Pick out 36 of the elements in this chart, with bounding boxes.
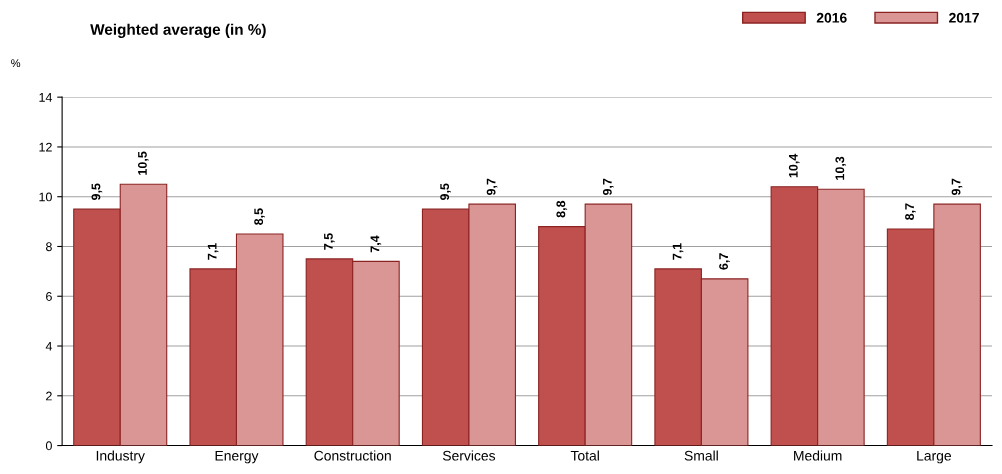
data-label: 9,7: [951, 178, 963, 196]
data-label: 9,5: [91, 183, 103, 201]
data-label: 7,4: [370, 235, 382, 253]
x-tick-label: Industry: [96, 450, 145, 464]
data-label: 9,7: [602, 178, 614, 196]
x-tick-label: Small: [684, 450, 718, 461]
data-label: 8,7: [905, 203, 916, 220]
data-label: 7,1: [672, 243, 684, 260]
data-label: 10,5: [137, 151, 149, 175]
y-tick-label: 2: [46, 391, 52, 401]
x-tick-label: Total: [570, 450, 599, 461]
x-tick-label: Energy: [215, 450, 259, 464]
chart-title: Weighted average (in %): [90, 23, 266, 38]
x-tick-label: Large: [917, 450, 952, 464]
data-label: 7,1: [207, 243, 219, 260]
y-axis-title: %: [11, 59, 21, 68]
y-tick-label: 0: [45, 441, 52, 451]
legend-label: 2017: [949, 12, 979, 23]
y-tick-label: 6: [46, 292, 52, 301]
data-label: 8,5: [254, 208, 265, 225]
data-label: 7,5: [324, 233, 335, 250]
x-tick-label: Construction: [314, 450, 391, 461]
y-tick-label: 10: [39, 192, 52, 202]
data-label: 8,8: [556, 200, 568, 218]
data-label: 10,4: [788, 153, 800, 178]
y-tick-label: 4: [45, 341, 53, 351]
y-tick-label: 14: [39, 93, 53, 102]
data-label: 9,7: [486, 178, 498, 196]
data-label: 6,7: [719, 253, 730, 270]
legend-label: 2016: [816, 12, 847, 23]
data-label: 10,3: [835, 156, 847, 180]
y-tick-label: 12: [39, 142, 52, 152]
x-tick-label: Services: [442, 450, 496, 461]
data-label: 9,5: [440, 183, 451, 201]
y-tick-label: 8: [45, 242, 52, 252]
x-tick-label: Medium: [794, 450, 842, 461]
